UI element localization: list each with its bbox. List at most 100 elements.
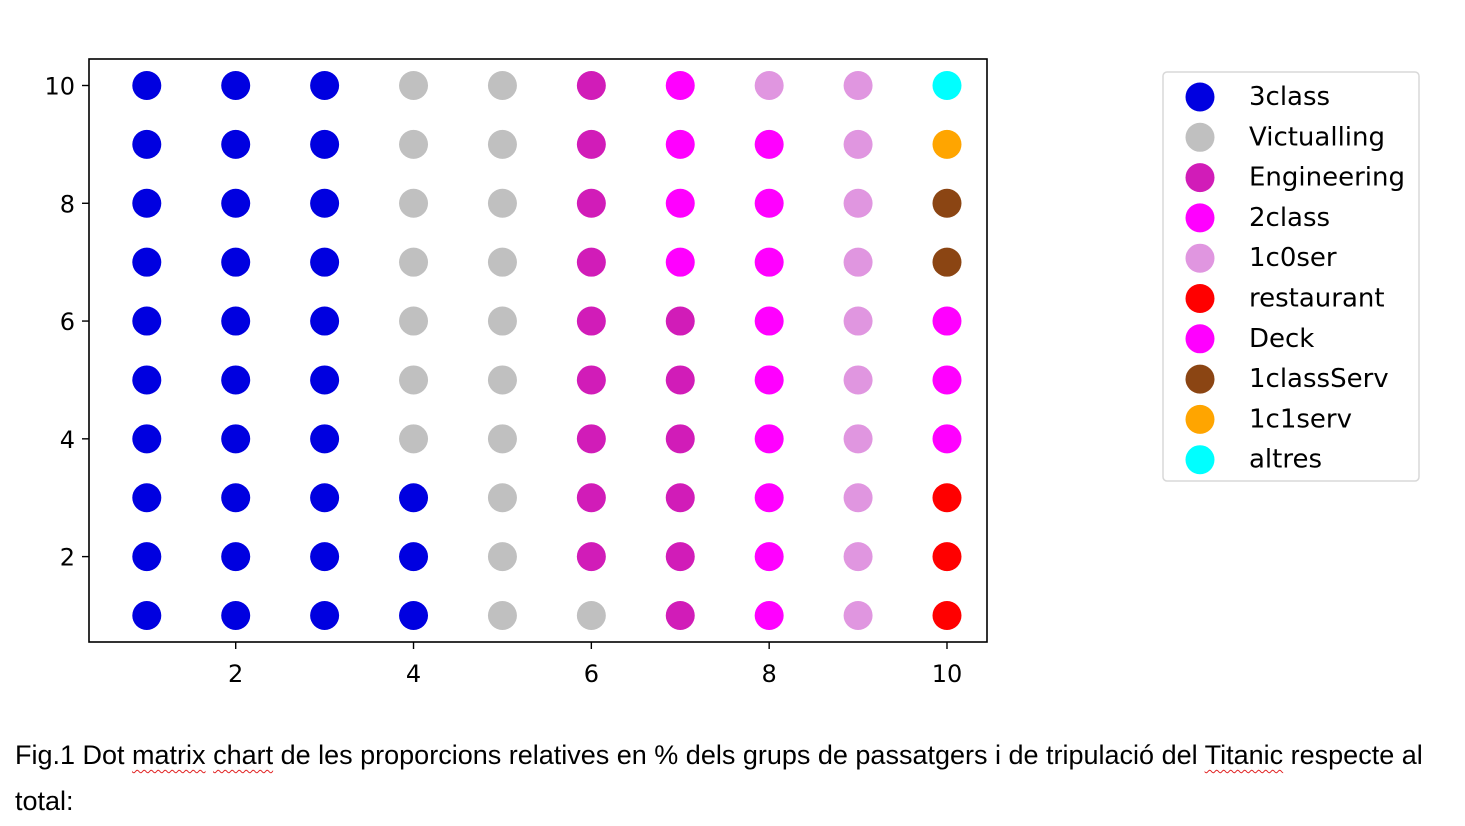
dot-Victualling — [487, 542, 517, 572]
dot-3class — [221, 424, 251, 454]
dot-Victualling — [399, 306, 429, 336]
dot-3class — [132, 424, 162, 454]
y-tick-label: 10 — [44, 73, 75, 101]
legend-label-altres: altres — [1249, 445, 1322, 475]
dot-3class — [132, 129, 162, 159]
caption-word-titanic: Titanic — [1204, 740, 1284, 770]
legend-label-1classServ: 1classServ — [1249, 364, 1389, 394]
dot-Engineering — [576, 247, 606, 277]
dot-Deck — [932, 424, 962, 454]
legend-label-1c1serv: 1c1serv — [1249, 404, 1352, 434]
legend-marker-Victualling — [1185, 122, 1215, 152]
dot-3class — [132, 188, 162, 218]
dot-3class — [310, 483, 340, 513]
dot-Victualling — [576, 601, 606, 630]
caption-word-chart: chart — [213, 740, 274, 770]
legend-label-1c0ser: 1c0ser — [1249, 243, 1337, 273]
dot-Victualling — [399, 71, 429, 100]
legend-marker-2class — [1185, 203, 1215, 233]
caption-space — [206, 740, 214, 770]
legend-label-Victualling: Victualling — [1249, 122, 1385, 152]
dot-1c0ser — [843, 306, 873, 336]
dot-3class — [132, 542, 162, 572]
dot-Victualling — [399, 365, 429, 395]
dot-2class — [754, 365, 784, 395]
dot-3class — [310, 542, 340, 572]
legend-label-restaurant: restaurant — [1249, 284, 1385, 314]
dot-3class — [310, 247, 340, 277]
x-axis: 2 4 6 8 10 — [228, 642, 962, 688]
dot-3class — [399, 542, 429, 572]
dot-3class — [221, 365, 251, 395]
dot-restaurant — [932, 483, 962, 513]
y-axis: 2 4 6 8 10 — [44, 73, 89, 572]
dot-2class — [665, 129, 695, 159]
dot-2class — [754, 247, 784, 277]
legend-marker-1c0ser — [1185, 243, 1215, 273]
dot-1c0ser — [843, 601, 873, 630]
x-tick-label: 4 — [406, 660, 421, 688]
dot-Engineering — [576, 129, 606, 159]
dot-Victualling — [487, 188, 517, 218]
legend-marker-altres — [1185, 445, 1215, 475]
dot-3class — [310, 306, 340, 336]
dot-2class — [665, 71, 695, 100]
dot-Engineering — [576, 71, 606, 100]
dot-1c0ser — [843, 188, 873, 218]
dot-Victualling — [487, 306, 517, 336]
dot-1c0ser — [843, 483, 873, 513]
caption-text-3: respecte al total: — [15, 740, 1423, 816]
dot-Engineering — [665, 483, 695, 513]
dot-1c0ser — [843, 71, 873, 100]
dots-layer — [132, 71, 962, 630]
x-tick-label: 10 — [932, 660, 963, 688]
dot-3class — [132, 247, 162, 277]
dot-1c0ser — [843, 424, 873, 454]
dot-3class — [221, 129, 251, 159]
dot-Engineering — [576, 188, 606, 218]
dot-Victualling — [487, 483, 517, 513]
legend-label-2class: 2class — [1249, 203, 1330, 233]
dot-3class — [132, 483, 162, 513]
dot-1c0ser — [843, 129, 873, 159]
dot-restaurant — [932, 601, 962, 630]
dot-Engineering — [576, 365, 606, 395]
dot-3class — [132, 601, 162, 630]
caption-text-2: de les proporcions relatives en % dels g… — [273, 740, 1205, 770]
legend-marker-1c1serv — [1185, 404, 1215, 434]
dot-Deck — [932, 306, 962, 336]
dot-2class — [754, 129, 784, 159]
dot-Victualling — [399, 188, 429, 218]
dot-3class — [310, 601, 340, 630]
dot-Engineering — [576, 424, 606, 454]
dot-3class — [399, 483, 429, 513]
x-tick-label: 8 — [762, 660, 777, 688]
dot-3class — [221, 601, 251, 630]
dot-3class — [132, 306, 162, 336]
dot-1classServ — [932, 188, 962, 218]
dot-Victualling — [399, 424, 429, 454]
dot-1c0ser — [843, 365, 873, 395]
caption-text-1: Fig.1 Dot — [15, 740, 133, 770]
legend-marker-3class — [1185, 82, 1215, 112]
dot-3class — [310, 71, 340, 100]
legend-label-Engineering: Engineering — [1249, 163, 1405, 193]
dot-3class — [310, 424, 340, 454]
dot-3class — [221, 247, 251, 277]
dot-2class — [754, 601, 784, 630]
dot-altres — [932, 71, 962, 100]
dot-3class — [132, 71, 162, 100]
y-tick-label: 6 — [60, 308, 75, 336]
legend: 3class Victualling Engineering 2class 1c0ser… — [1162, 71, 1420, 482]
dot-3class — [221, 71, 251, 100]
dot-3class — [221, 306, 251, 336]
dot-Victualling — [487, 365, 517, 395]
y-tick-label: 4 — [60, 426, 75, 454]
dot-Victualling — [487, 129, 517, 159]
figure-caption: Fig.1 Dot matrix chart de les proporcion… — [15, 732, 1455, 824]
dot-2class — [665, 188, 695, 218]
dot-matrix-chart: 2 4 6 8 10 2 4 6 8 10 3class Victualling Engineeri… — [44, 58, 1420, 688]
dot-1c0ser — [754, 71, 784, 100]
x-tick-label: 6 — [584, 660, 599, 688]
y-tick-label: 8 — [60, 190, 75, 218]
